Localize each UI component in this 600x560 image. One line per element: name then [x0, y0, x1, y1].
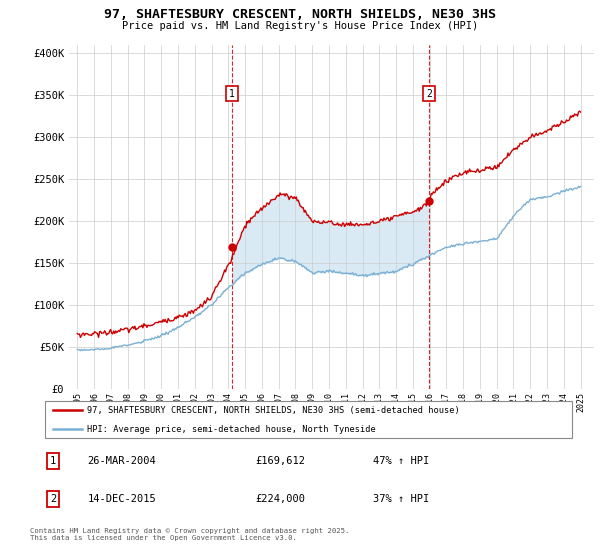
- Text: Contains HM Land Registry data © Crown copyright and database right 2025.
This d: Contains HM Land Registry data © Crown c…: [30, 528, 349, 540]
- Text: 47% ↑ HPI: 47% ↑ HPI: [373, 456, 430, 466]
- Text: 97, SHAFTESBURY CRESCENT, NORTH SHIELDS, NE30 3HS: 97, SHAFTESBURY CRESCENT, NORTH SHIELDS,…: [104, 8, 496, 21]
- Text: 97, SHAFTESBURY CRESCENT, NORTH SHIELDS, NE30 3HS (semi-detached house): 97, SHAFTESBURY CRESCENT, NORTH SHIELDS,…: [88, 405, 460, 414]
- Text: Price paid vs. HM Land Registry's House Price Index (HPI): Price paid vs. HM Land Registry's House …: [122, 21, 478, 31]
- Text: 2: 2: [50, 494, 56, 503]
- Text: 37% ↑ HPI: 37% ↑ HPI: [373, 494, 430, 503]
- Text: HPI: Average price, semi-detached house, North Tyneside: HPI: Average price, semi-detached house,…: [88, 425, 376, 434]
- Text: 26-MAR-2004: 26-MAR-2004: [88, 456, 156, 466]
- Text: £169,612: £169,612: [256, 456, 305, 466]
- Text: 1: 1: [229, 88, 235, 99]
- Text: £224,000: £224,000: [256, 494, 305, 503]
- FancyBboxPatch shape: [44, 401, 572, 437]
- Text: 1: 1: [50, 456, 56, 466]
- Text: 2: 2: [426, 88, 432, 99]
- Text: 14-DEC-2015: 14-DEC-2015: [88, 494, 156, 503]
